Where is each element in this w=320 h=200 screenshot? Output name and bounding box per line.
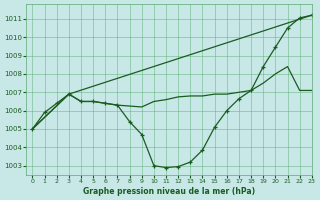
X-axis label: Graphe pression niveau de la mer (hPa): Graphe pression niveau de la mer (hPa) bbox=[83, 187, 255, 196]
